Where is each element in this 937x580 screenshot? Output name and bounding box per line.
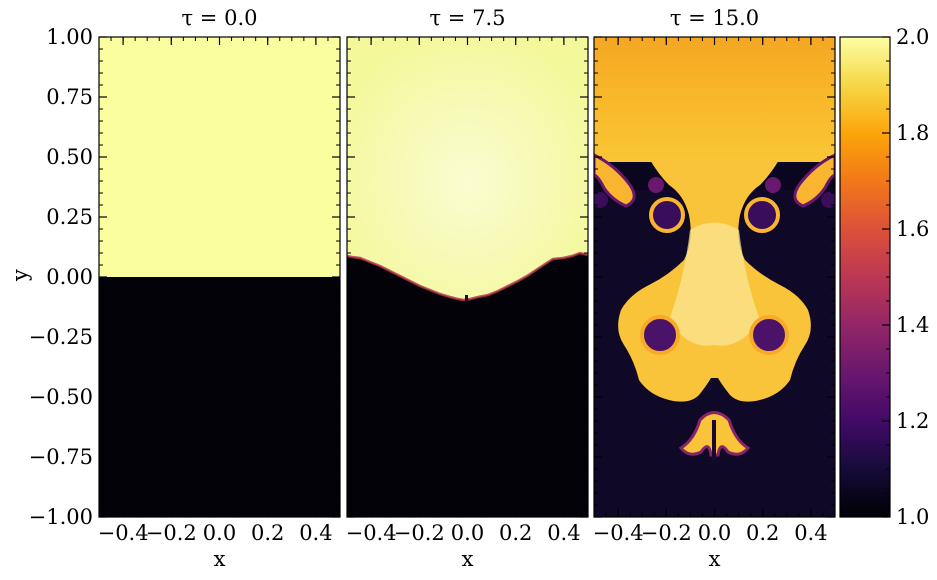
x-tick-label: 0.2: [499, 521, 532, 545]
colorbar-gradient: [840, 37, 890, 517]
x-ticks-tau-15: −0.4−0.2 0.0 0.2 0.4: [593, 36, 836, 545]
x-axis-label: x: [214, 547, 226, 571]
panel-title-tau-0: τ = 0.0: [182, 6, 258, 30]
x-tick-label: 0.2: [251, 521, 284, 545]
colorbar: 2.0 1.8 1.6 1.4 1.2 1.0: [839, 25, 929, 529]
x-tick-label: −0.2: [146, 521, 197, 545]
y-tick-label: 0.75: [46, 85, 93, 109]
x-tick-label: 0.4: [547, 521, 580, 545]
heavy-fluid-region: [347, 37, 588, 300]
upper-vortex-right: [793, 153, 835, 208]
central-jet: [465, 295, 468, 302]
vortex-mid-left: [649, 197, 685, 233]
spike-core: [669, 222, 760, 346]
heatmap-tau-7.5: [347, 37, 588, 517]
vortex-small-right: [765, 177, 781, 193]
vortex-low-right: [749, 315, 789, 355]
wall-vortex-left: [594, 192, 608, 208]
x-tick-label: −0.2: [394, 521, 445, 545]
y-tick-label: 0.50: [46, 145, 93, 169]
y-tick-label: 0.25: [46, 205, 93, 229]
x-tick-label: 0.2: [746, 521, 779, 545]
x-tick-label: 0.0: [203, 521, 236, 545]
heatmap-tau-15: [594, 37, 835, 517]
x-tick-label: 0.0: [451, 521, 484, 545]
colorbar-tick-label: 1.8: [896, 121, 929, 145]
light-fluid-region: [99, 277, 340, 517]
panel-tau-15: τ = 15.0 x −0.4−0.2 0.0 0.2 0.4: [593, 6, 836, 571]
y-ticks: 1.00 0.75 0.50 0.25 0.00 −0.25 −0.50 −0.75 −1.00: [29, 25, 93, 529]
x-tick-label: 0.4: [299, 521, 332, 545]
x-tick-label: −0.4: [98, 521, 149, 545]
colorbar-tick-label: 1.6: [896, 217, 929, 241]
x-tick-label: −0.4: [593, 521, 644, 545]
x-axis-label: x: [462, 547, 474, 571]
heavy-fluid-top: [594, 37, 835, 162]
colorbar-tick-label: 2.0: [896, 25, 929, 49]
x-axis-label: x: [709, 547, 721, 571]
colorbar-tick-label: 1.4: [896, 313, 929, 337]
x-tick-label: −0.4: [346, 521, 397, 545]
heatmap-tau-0: [99, 37, 340, 517]
vortex-mid-right: [744, 197, 780, 233]
x-ticks-tau-0: −0.4−0.2 0.0 0.2 0.4: [98, 36, 341, 545]
wall-vortex-right: [821, 192, 835, 208]
colorbar-tick-label: 1.0: [896, 505, 929, 529]
y-tick-label: −0.75: [29, 445, 93, 469]
x-ticks-tau-7.5: −0.4−0.2 0.0 0.2 0.4: [346, 36, 589, 545]
y-tick-label: −0.25: [29, 325, 93, 349]
panel-title-tau-15: τ = 15.0: [670, 6, 759, 30]
x-tick-label: −0.2: [641, 521, 692, 545]
y-tick-label: −1.00: [29, 505, 93, 529]
colorbar-ticks: 2.0 1.8 1.6 1.4 1.2 1.0: [882, 25, 929, 529]
vortex-small-left: [648, 177, 664, 193]
x-tick-label: 0.4: [794, 521, 827, 545]
y-tick-label: 1.00: [46, 25, 93, 49]
panel-tau-7.5: τ = 7.5 x −0.4−0.2 0.0 0.2 0.4: [346, 6, 589, 571]
panel-title-tau-7.5: τ = 7.5: [430, 6, 506, 30]
y-tick-label: 0.00: [46, 265, 93, 289]
central-jet: [712, 420, 716, 460]
heavy-fluid-region: [99, 37, 340, 277]
colorbar-tick-label: 1.2: [896, 409, 929, 433]
panel-tau-0: τ = 0.0 x −0.4−0.2 0.0 0.2 0.4 1.00 0.75 0.50…: [8, 6, 341, 571]
y-tick-label: −0.50: [29, 385, 93, 409]
upper-vortex-left: [594, 153, 636, 208]
y-axis-label: y: [8, 269, 32, 282]
x-tick-label: 0.0: [698, 521, 731, 545]
vortex-low-left: [640, 315, 680, 355]
